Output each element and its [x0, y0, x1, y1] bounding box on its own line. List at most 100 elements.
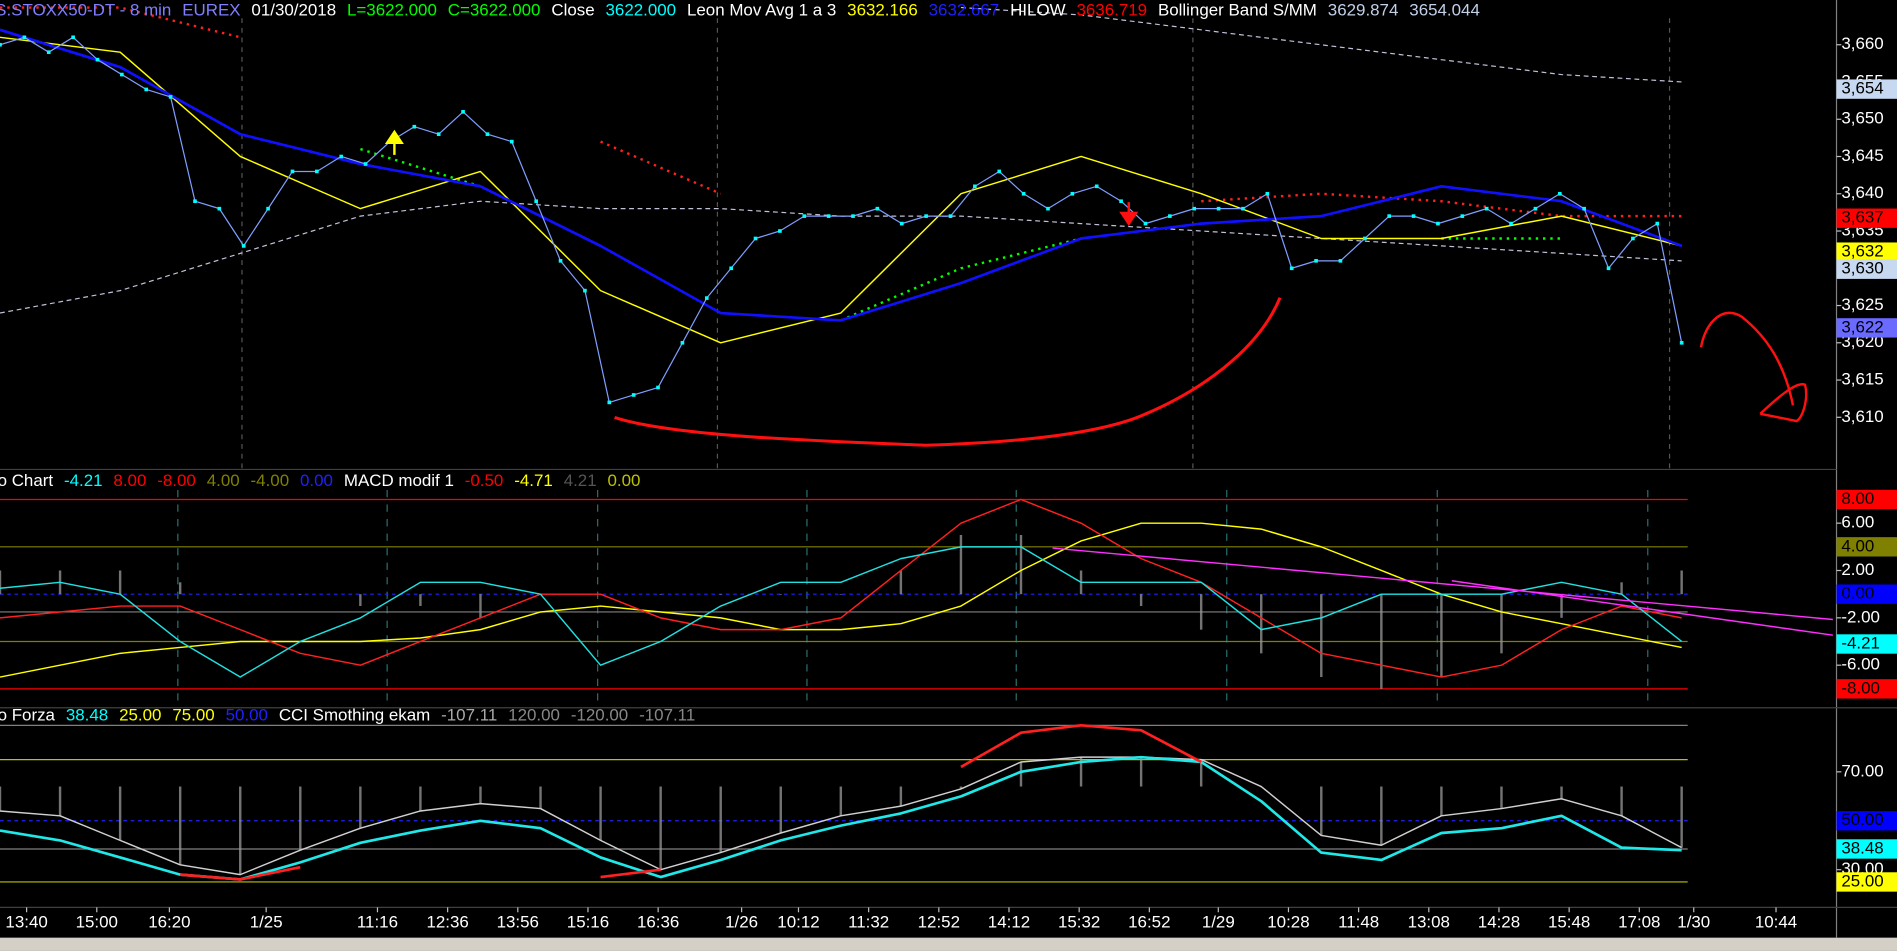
price-point [241, 244, 246, 248]
price-point [753, 236, 758, 241]
price-point [461, 109, 465, 114]
axis-marker [1836, 79, 1897, 99]
price-point [1631, 236, 1635, 241]
histogram-bar [58, 786, 62, 816]
price-point [973, 184, 977, 189]
histogram-bar [178, 582, 182, 595]
sell-arrow [1119, 202, 1139, 227]
header-item: 75.00 [172, 706, 214, 725]
histogram-bar [1199, 759, 1203, 787]
price-point [583, 288, 587, 293]
axis-marker [1836, 242, 1897, 262]
axis-marker [1836, 489, 1897, 510]
histogram-bar [1139, 757, 1143, 787]
price-point [656, 385, 660, 390]
price-point [1070, 191, 1075, 196]
price-point [631, 393, 636, 397]
axis-marker [1836, 208, 1897, 228]
price-point [1168, 214, 1172, 218]
header-item: 3632.667 [929, 0, 1000, 19]
header-item: HILOW [1010, 0, 1065, 19]
histogram-bar [1320, 786, 1323, 836]
price-point [1338, 259, 1343, 263]
price-point [534, 199, 538, 204]
series-line [180, 865, 301, 881]
x-tick-label: 10:12 [777, 913, 819, 932]
axis-marker-label: 3,630 [1841, 259, 1883, 278]
header-item: Bollinger Band S/MM [1158, 0, 1317, 19]
price-point [193, 199, 197, 204]
histogram-bar [959, 534, 963, 595]
histogram-bar [659, 594, 662, 595]
header-item: MACD modif 1 [344, 471, 454, 490]
histogram-bar [1260, 594, 1263, 654]
price-point [1119, 199, 1123, 204]
price-point [778, 229, 782, 233]
price-point [1606, 266, 1611, 271]
histogram-bar [1199, 594, 1203, 630]
price-point [558, 259, 563, 263]
histogram-bar [1019, 534, 1023, 595]
price-point [680, 340, 685, 345]
series-line [840, 237, 1082, 322]
x-tick-label: 11:16 [357, 913, 398, 932]
histogram-bar [1440, 594, 1443, 678]
price-point [1094, 184, 1099, 189]
histogram-bar [1320, 594, 1323, 678]
header-item: -8.00 [157, 471, 196, 490]
x-tick-label: 17:08 [1618, 913, 1660, 932]
series-line [0, 28, 1683, 322]
header-item: EUREX [182, 0, 240, 19]
price-point [339, 154, 344, 159]
axis-marker [1836, 679, 1897, 699]
x-tick-label: 1/26 [725, 913, 758, 932]
price-point [1582, 206, 1586, 211]
header-item: -4.00 [251, 471, 290, 490]
header-item: 3622.000 [606, 0, 677, 19]
histogram-bar [178, 786, 182, 865]
price-point [290, 169, 295, 174]
price-point [46, 50, 51, 55]
price-point [436, 132, 441, 136]
x-tick-label: 10:28 [1267, 913, 1309, 932]
price-point [363, 162, 368, 166]
price-point [1314, 259, 1318, 263]
header-item: 8.00 [113, 471, 146, 490]
histogram-bar [118, 786, 122, 841]
axis-marker-label: 3,632 [1841, 242, 1883, 261]
price-point [22, 35, 27, 40]
buy-arrow [384, 129, 404, 155]
histogram-bar [1019, 762, 1023, 787]
trend-lines [1052, 547, 1833, 636]
price-point [851, 214, 855, 218]
price-point [315, 169, 319, 174]
axis-marker-label: 3,622 [1841, 317, 1883, 336]
price-point [948, 214, 953, 218]
price-point [1363, 236, 1367, 241]
axis-marker-label: 25.00 [1841, 871, 1883, 890]
x-tick-label: 13:40 [5, 913, 47, 932]
price-point [71, 35, 75, 40]
price-point [485, 132, 490, 136]
price-point [509, 139, 514, 144]
price-point [875, 206, 880, 211]
axis-marker-label: -8.00 [1841, 678, 1880, 697]
histogram-bar [839, 594, 843, 595]
price-point [1655, 221, 1660, 226]
price-point [899, 221, 904, 226]
series-line [0, 546, 1683, 678]
y-tick-label: 3,650 [1841, 109, 1883, 128]
series-line [0, 755, 1682, 881]
axis-marker-label: 4.00 [1841, 536, 1874, 555]
price-point [1289, 266, 1294, 271]
price-point [1241, 206, 1245, 211]
annotation-arrow [1699, 311, 1808, 423]
histogram-bar [479, 594, 482, 618]
price-point [168, 95, 173, 99]
x-tick-label: 1/30 [1677, 913, 1710, 932]
header-item: -107.11 [639, 706, 695, 725]
price-point [1021, 191, 1026, 196]
series-line [1201, 192, 1682, 218]
histogram-bar [1380, 594, 1383, 689]
histogram-bar [239, 594, 242, 595]
